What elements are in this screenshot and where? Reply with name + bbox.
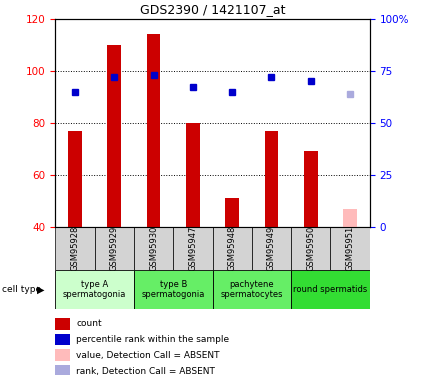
Bar (108, 45, 121, 227)
Bar (343, 209, 357, 227)
Bar (55, 350, 70, 361)
Title: GDS2390 / 1421107_at: GDS2390 / 1421107_at (140, 3, 285, 16)
Text: GSM95950: GSM95950 (306, 226, 315, 271)
Text: GSM95930: GSM95930 (149, 226, 158, 271)
Text: rank, Detection Call = ABSENT: rank, Detection Call = ABSENT (76, 367, 215, 375)
Bar (186, 123, 200, 227)
Text: type A
spermatogonia: type A spermatogonia (63, 280, 126, 299)
Bar (68, 130, 82, 227)
Bar (331, 227, 370, 270)
Bar (55, 227, 94, 270)
Bar (134, 270, 212, 309)
Text: round spermatids: round spermatids (293, 285, 368, 294)
Text: GSM95928: GSM95928 (71, 226, 79, 271)
Text: GSM95951: GSM95951 (346, 226, 354, 271)
Bar (225, 198, 239, 227)
Bar (265, 130, 278, 227)
Text: ▶: ▶ (37, 285, 45, 295)
Text: GSM95949: GSM95949 (267, 226, 276, 271)
Text: count: count (76, 320, 102, 328)
Bar (291, 270, 370, 309)
Bar (55, 334, 70, 345)
Bar (134, 227, 173, 270)
Bar (291, 227, 331, 270)
Text: GSM95948: GSM95948 (228, 226, 237, 271)
Bar (252, 227, 291, 270)
Bar (147, 34, 160, 227)
Bar (55, 318, 70, 330)
Text: value, Detection Call = ABSENT: value, Detection Call = ABSENT (76, 351, 220, 360)
Bar (55, 365, 70, 375)
Bar (173, 227, 212, 270)
Text: GSM95929: GSM95929 (110, 226, 119, 271)
Text: GSM95947: GSM95947 (188, 226, 197, 271)
Text: type B
spermatogonia: type B spermatogonia (142, 280, 205, 299)
Text: cell type: cell type (2, 285, 41, 294)
Text: percentile rank within the sample: percentile rank within the sample (76, 335, 230, 344)
Bar (304, 152, 317, 227)
Bar (212, 270, 291, 309)
Bar (55, 270, 134, 309)
Bar (212, 227, 252, 270)
Bar (94, 227, 134, 270)
Text: pachytene
spermatocytes: pachytene spermatocytes (221, 280, 283, 299)
